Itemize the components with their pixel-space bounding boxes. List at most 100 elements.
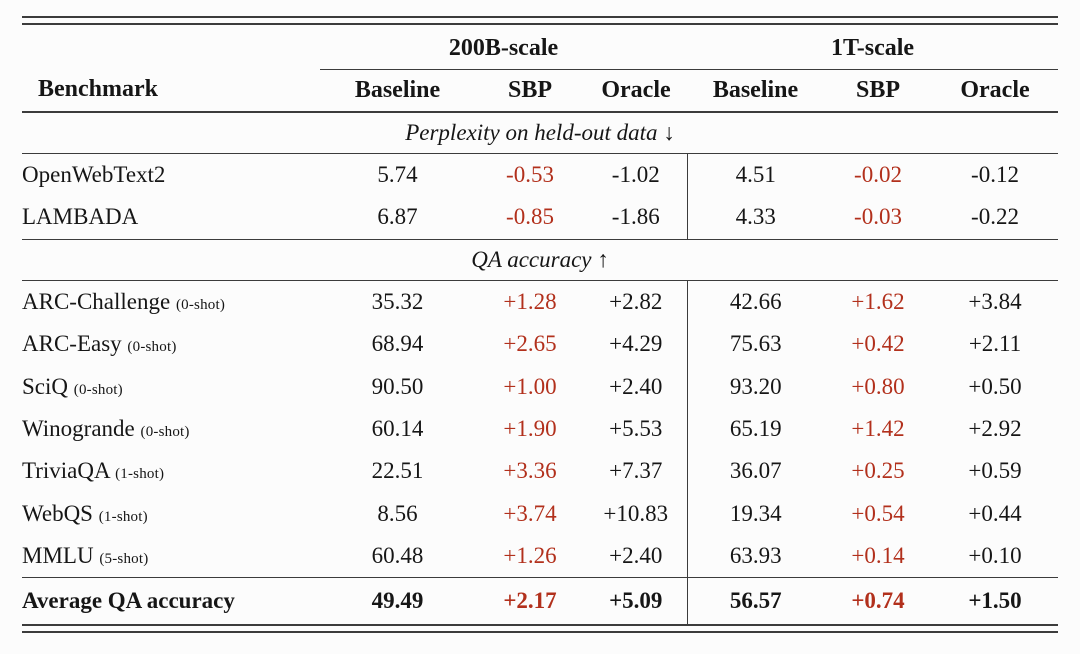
metric-value: 8.56 [377,500,418,526]
metric-value: +0.50 [968,373,1022,399]
benchmark-name: ARC-Easy (0-shot) [22,323,320,365]
metric-value-sbp: +1.42 [851,415,905,441]
col-header-sbp-200b: SBP [475,69,585,113]
metric-value-sbp: +0.80 [851,373,905,399]
metric-value-sbp: +0.42 [851,331,905,357]
table-row-triviaqa: TriviaQA (1-shot) 22.51 +3.36 +7.37 36.0… [22,450,1058,493]
benchmark-results-table: 200B-scale 1T-scale Benchmark Baseline S… [22,25,1058,624]
metric-value-sbp: +3.36 [503,458,557,484]
table-bottom-double-rule [22,623,1058,633]
benchmark-name: TriviaQA (1-shot) [22,450,320,492]
benchmark-label: ARC-Challenge [22,289,171,315]
section-label-perplexity: Perplexity on held-out data ↓ [22,111,1058,155]
benchmark-name: SciQ (0-shot) [22,366,320,408]
average-row-label: Average QA accuracy [22,577,320,624]
benchmark-name: MMLU (5-shot) [22,535,320,578]
metric-value: 75.63 [686,323,824,366]
metric-value-sbp: -0.03 [854,204,902,230]
section-header-perplexity: Perplexity on held-out data ↓ [22,111,1058,155]
metric-value-sbp: -0.85 [506,204,554,230]
metric-value: 5.74 [377,162,418,188]
metric-value: 65.19 [686,407,824,451]
metric-value: 35.32 [371,289,424,315]
section-header-qa: QA accuracy ↑ [22,238,1058,282]
metric-value: 4.33 [686,196,824,240]
metric-value: +2.82 [609,289,663,315]
metric-value-sbp: +1.26 [503,542,557,568]
metric-value: 63.93 [686,534,824,578]
table-row-average: Average QA accuracy 49.49 +2.17 +5.09 56… [22,577,1058,624]
group-header-200b: 200B-scale [320,25,687,70]
col-header-sbp-1t: SBP [824,69,932,113]
group-header-1t: 1T-scale [687,25,1058,70]
section-label-qa: QA accuracy ↑ [22,238,1058,282]
metric-value-sbp: -0.02 [854,162,902,188]
benchmark-label: TriviaQA [22,458,110,484]
shot-suffix: (0-shot) [127,339,177,356]
benchmark-label: Winogrande [22,415,135,441]
metric-value: +7.37 [609,458,663,484]
shot-suffix: (1-shot) [115,466,165,483]
table-row-arc-easy: ARC-Easy (0-shot) 68.94 +2.65 +4.29 75.6… [22,323,1058,366]
metric-value: +4.29 [609,331,663,357]
benchmark-results-table-container: 200B-scale 1T-scale Benchmark Baseline S… [22,16,1058,633]
metric-value: +2.40 [609,373,663,399]
shot-suffix: (0-shot) [73,381,123,398]
metric-value: 56.57 [686,577,824,624]
benchmark-name: LAMBADA [22,204,139,230]
benchmark-label: ARC-Easy [22,331,122,357]
metric-value-sbp: +1.00 [503,373,557,399]
metric-value-sbp: -0.53 [506,162,554,188]
metric-value: 93.20 [686,365,824,408]
metric-value-sbp: +2.17 [475,577,585,624]
table-row-webqs: WebQS (1-shot) 8.56 +3.74 +10.83 19.34 +… [22,492,1058,535]
shot-suffix: (1-shot) [98,508,148,525]
metric-value-sbp: +0.74 [824,577,932,624]
benchmark-name: WebQS (1-shot) [22,493,320,535]
metric-value: 4.51 [686,153,824,197]
metric-value-sbp: +1.90 [503,415,557,441]
metric-value: -1.86 [611,204,660,230]
metric-value: -0.12 [971,162,1019,188]
metric-value-sbp: +0.25 [851,458,905,484]
metric-value: -0.22 [971,204,1019,230]
benchmark-name: OpenWebText2 [22,162,166,188]
benchmark-label: MMLU [22,542,94,568]
col-header-baseline-1t: Baseline [687,69,824,113]
metric-value-sbp: +0.14 [851,542,905,568]
table-row-openwebtext2: OpenWebText2 5.74 -0.53 -1.02 4.51 -0.02… [22,153,1058,197]
metric-value-sbp: +2.65 [503,331,557,357]
metric-value: +0.44 [968,500,1022,526]
metric-value: 6.87 [377,204,418,230]
metric-value: 36.07 [686,450,824,493]
shot-suffix: (0-shot) [175,297,226,314]
scale-group-header-row: 200B-scale 1T-scale [22,25,1058,70]
metric-value: +5.09 [585,577,687,624]
metric-value: 49.49 [320,577,475,624]
metric-value: 60.14 [371,415,424,441]
metric-value: 19.34 [686,492,824,535]
table-row-lambada: LAMBADA 6.87 -0.85 -1.86 4.33 -0.03 -0.2… [22,196,1058,240]
table-row-winogrande: Winogrande (0-shot) 60.14 +1.90 +5.53 65… [22,407,1058,451]
metric-value-sbp: +1.62 [851,289,905,315]
empty-corner-cell [22,25,320,69]
metric-value: 42.66 [686,280,824,324]
metric-value: 90.50 [371,373,424,399]
metric-value: 22.51 [371,458,424,484]
benchmark-column-header: Benchmark [22,69,320,113]
metric-value: +2.92 [968,415,1022,441]
col-header-oracle-1t: Oracle [932,69,1058,113]
metric-value: +0.59 [968,458,1022,484]
col-header-baseline-200b: Baseline [320,69,475,113]
metric-value: +2.40 [609,542,663,568]
benchmark-label: SciQ [22,373,68,399]
column-header-row: Benchmark Baseline SBP Oracle Baseline S… [22,69,1058,113]
metric-value: 60.48 [371,542,424,568]
metric-value: +1.50 [932,577,1058,624]
metric-value-sbp: +0.54 [851,500,905,526]
metric-value-sbp: +1.28 [503,289,557,315]
shot-suffix: (0-shot) [140,423,190,440]
metric-value: -1.02 [611,162,660,188]
benchmark-label: WebQS [22,500,93,526]
metric-value: +5.53 [609,415,663,441]
